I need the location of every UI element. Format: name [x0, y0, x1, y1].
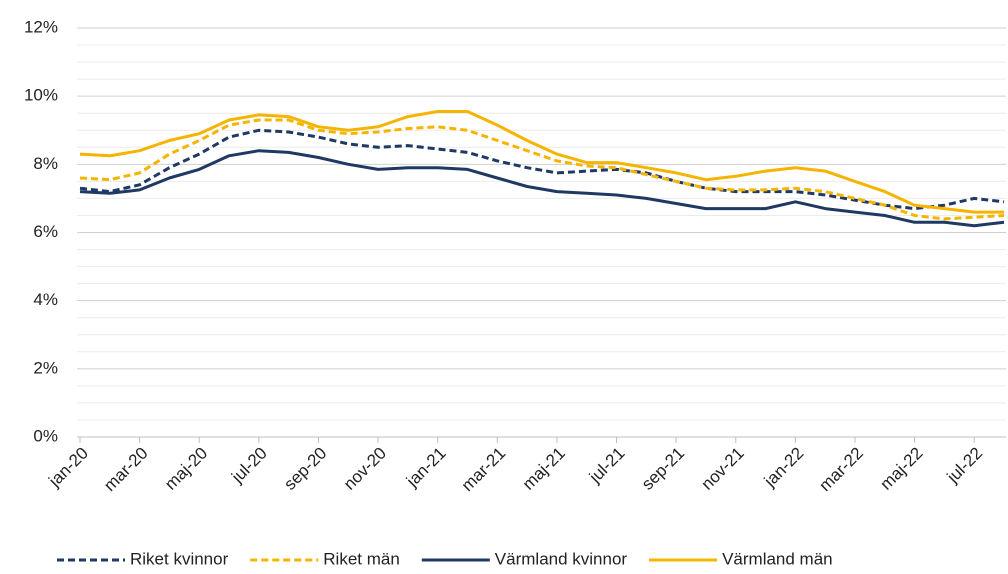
y-tick-label: 0% [33, 426, 58, 445]
y-tick-label: 8% [33, 154, 58, 173]
legend-label: Värmland män [722, 549, 833, 568]
x-tick-label: jan-21 [402, 444, 450, 492]
x-tick-label: mar-21 [458, 444, 510, 496]
y-tick-label: 4% [33, 290, 58, 309]
series-line [79, 128, 1005, 211]
x-tick-label: sep-20 [280, 444, 330, 494]
series-line [79, 118, 1005, 221]
series-line [79, 149, 1005, 228]
y-tick-label: 2% [33, 358, 58, 377]
legend-label: Riket män [323, 549, 400, 568]
x-tick-label: sep-21 [638, 444, 688, 494]
x-tick-label: jan-22 [760, 444, 808, 492]
x-tick-label: nov-21 [698, 444, 748, 494]
x-tick-label: jul-21 [585, 444, 629, 488]
y-tick-label: 12% [24, 17, 58, 36]
legend-label: Riket kvinnor [130, 549, 229, 568]
x-tick-label: mar-22 [815, 444, 867, 496]
x-tick-label: jul-20 [227, 444, 271, 488]
x-tick-label: maj-22 [876, 444, 926, 494]
x-tick-label: maj-21 [519, 444, 569, 494]
x-tick-label: jan-20 [44, 444, 92, 492]
y-tick-label: 10% [24, 86, 58, 105]
x-tick-label: mar-20 [100, 444, 152, 496]
y-tick-label: 6% [33, 222, 58, 241]
x-tick-label: jul-22 [943, 444, 987, 488]
series-line [79, 110, 1004, 214]
x-tick-label: maj-20 [161, 444, 211, 494]
x-tick-label: nov-20 [340, 444, 390, 494]
legend-label: Värmland kvinnor [495, 549, 628, 568]
